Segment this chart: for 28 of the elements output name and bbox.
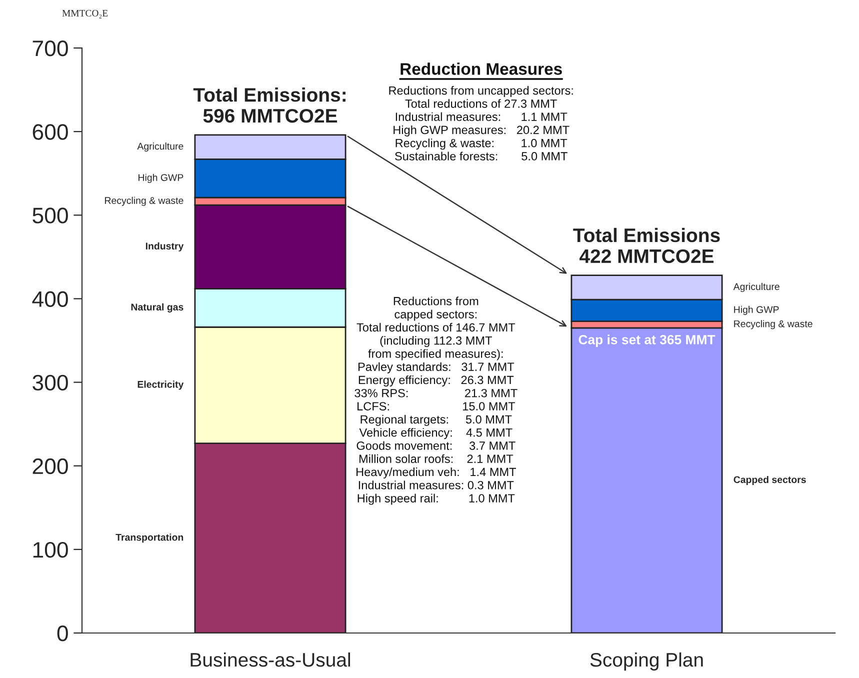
text: Recycling & waste [734, 320, 812, 330]
x-tick-label: Scoping Plan [590, 652, 703, 671]
annotation: Cap is set at 365 MMT [578, 334, 716, 347]
x-tick-label: Business-as-Usual [190, 652, 350, 667]
annotation: Reduction Measures [400, 62, 562, 75]
series-label: High GWP [138, 174, 184, 183]
series-label: Electricity [138, 380, 184, 390]
y-tick-label: 400 [32, 291, 68, 307]
text: Agriculture [137, 142, 184, 152]
y-tick-label: 200 [32, 458, 68, 474]
text: High GWP [734, 306, 779, 315]
y-axis-title: MMTCO₂E [62, 10, 108, 18]
y-tick-label: 0 [57, 626, 68, 642]
series-label: Industry [146, 242, 184, 252]
text: Reductions from capped sectors: Total reductions of 146.7 MMT (including 112.3 MMT from specified measures): Pavley standards: 31.7 MMT Energy efficiency: 26.3 MMT 33% RPS: 21.3 MMT LCFS: 15.0 MMT Regional targets: 5.0 MMT Vehicle efficiency: 4.5 MMT Goods movement: 3.7 MMT Million solar roofs: 2.1 MMT Heavy/medium veh: 1.4 MMT Industrial measures: 0.3 MMT High speed rail: 1.0 MMT [354, 296, 518, 505]
y-tick-label: 600 [32, 124, 68, 140]
series-label: Transportation [116, 534, 184, 543]
series-label: Natural gas [131, 303, 184, 312]
annotation: Total Emissions 422 MMTCO2E [573, 228, 720, 264]
series-label: Agriculture [733, 282, 780, 292]
annotation: Total Emissions: 596 MMTCO2E [193, 87, 346, 123]
y-tick-label: 300 [32, 374, 68, 391]
series-label: Recycling & waste [105, 196, 184, 206]
y-tick-label: 100 [33, 542, 68, 558]
y-tick-label: 500 [32, 208, 68, 224]
y-tick-label: 700 [32, 40, 68, 56]
annotation: Reductions from uncapped sectors: Total reductions of 27.3 MMT Industrial measures: 1.1 MMT High GWP measures: 20.2 MMT Recycling & waste: 1.0 MMT Sustainable forests: 5.0 MMT [389, 86, 573, 160]
series-label: Capped sectors [734, 476, 806, 486]
